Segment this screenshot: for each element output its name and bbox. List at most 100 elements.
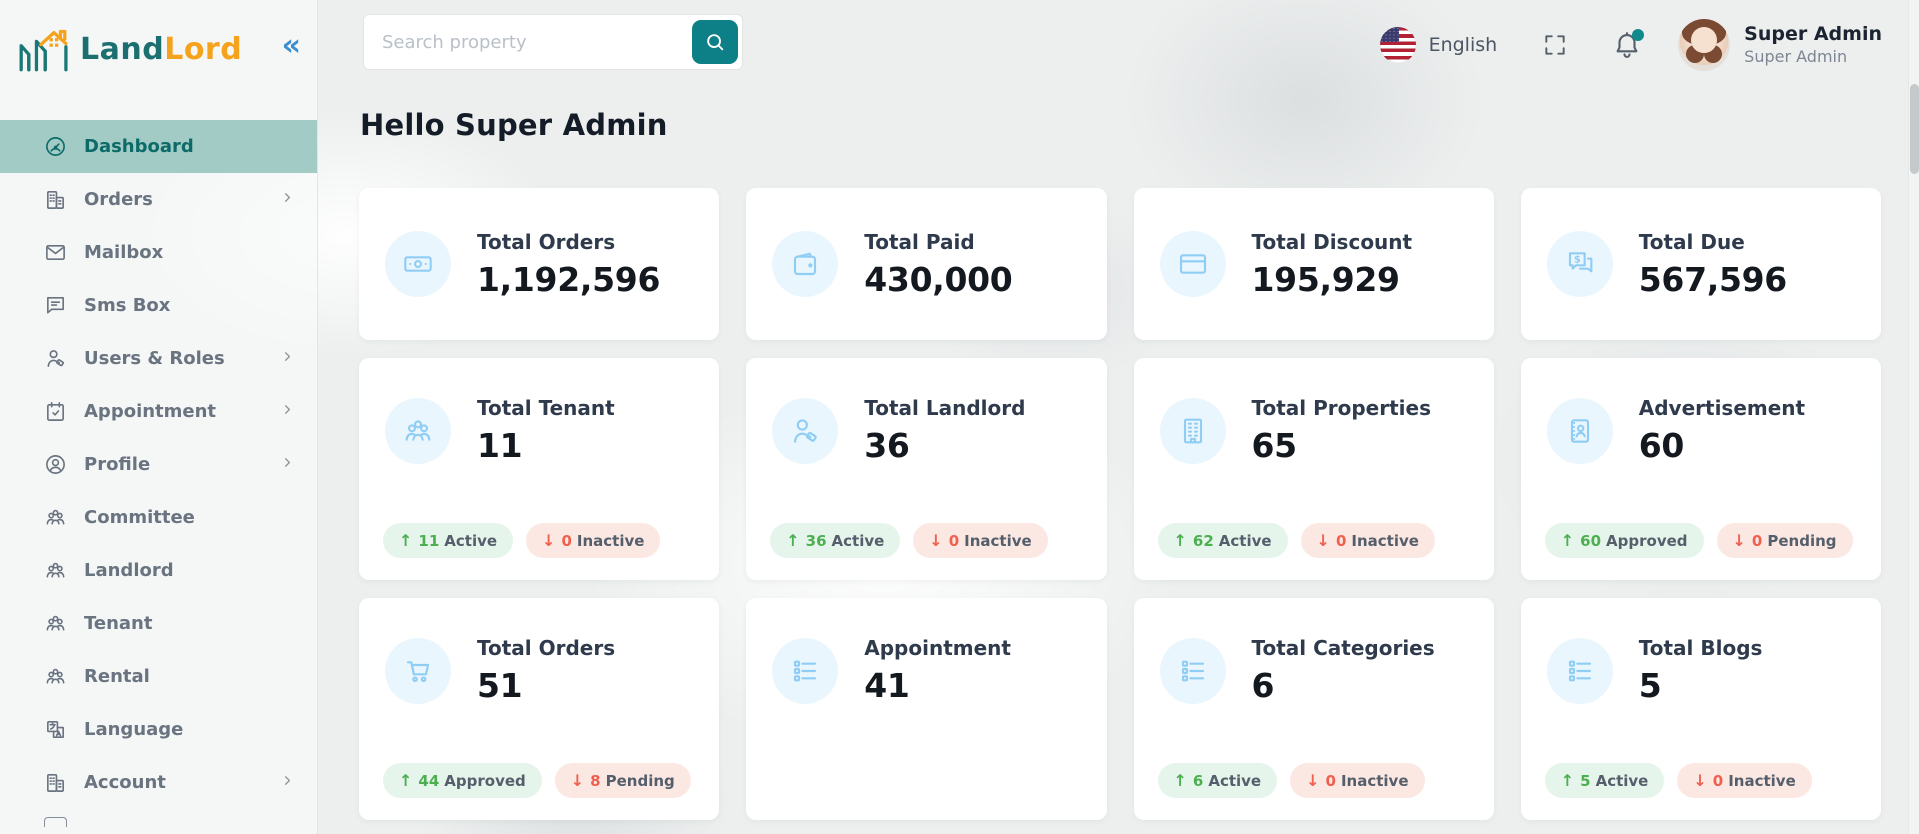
- chat-dollar-icon: $: [1546, 231, 1613, 297]
- chat-icon: [44, 294, 68, 318]
- sidebar-item-label: Profile: [84, 454, 151, 475]
- users-icon: [385, 397, 451, 464]
- card-value: 36: [864, 426, 910, 465]
- sidebar-item-label: Language: [84, 719, 184, 740]
- arrow-up-icon: ↑: [1173, 771, 1187, 790]
- partial-menu-icon: [44, 817, 67, 827]
- search-icon: [707, 34, 724, 51]
- stat-card-total-categories[interactable]: Total Categories 6 ↑ 6 Active ↓ 0 Inactive: [1133, 598, 1494, 820]
- stat-card-total-tenant[interactable]: Total Tenant 11 ↑ 11 Active ↓ 0 Inactive: [359, 358, 720, 580]
- sidebar-item-label: Appointment: [84, 401, 217, 422]
- pending-badge: ↓ 8 Pending: [554, 763, 691, 798]
- arrow-up-icon: ↑: [399, 531, 413, 550]
- user-info[interactable]: Super Admin Super Admin: [1744, 23, 1882, 67]
- sidebar-item-label: Orders: [84, 189, 153, 210]
- main-area: English Super Admin Super Admin Hello Su…: [318, 0, 1919, 834]
- sidebar-item-profile[interactable]: Profile: [0, 438, 317, 491]
- bell-icon: [1616, 32, 1638, 58]
- money-bill-icon: [385, 231, 451, 297]
- wallet-icon: [772, 231, 839, 297]
- scrollbar-thumb[interactable]: [1910, 84, 1919, 174]
- card-title: Total Due: [1638, 229, 1745, 254]
- building-icon: [1159, 397, 1226, 464]
- arrow-up-icon: ↑: [786, 531, 800, 550]
- arrow-down-icon: ↓: [1693, 771, 1707, 790]
- sidebar-item-orders[interactable]: Orders: [0, 173, 317, 226]
- language-selector[interactable]: English: [1428, 34, 1498, 56]
- users-icon: [44, 612, 68, 636]
- search-input[interactable]: [363, 14, 743, 70]
- active-badge: ↑ 62 Active: [1157, 523, 1288, 558]
- sidebar-item-language[interactable]: Language: [0, 703, 317, 756]
- card-title: Total Properties: [1251, 396, 1432, 420]
- stat-card-total-orders[interactable]: Total Orders 1,192,596: [359, 188, 720, 340]
- card-title: Total Landlord: [864, 396, 1026, 420]
- sidebar-item-landlord[interactable]: Landlord: [0, 544, 317, 597]
- sidebar-collapse-button[interactable]: «: [281, 28, 301, 63]
- stat-card-total-landlord[interactable]: Total Landlord 36 ↑ 36 Active ↓ 0 Inactive: [746, 358, 1107, 580]
- stat-card-total-paid[interactable]: Total Paid 430,000: [746, 188, 1107, 340]
- chevron-right-icon: [280, 772, 295, 793]
- card-title: Total Orders: [477, 229, 616, 254]
- card-value: 1,192,596: [477, 259, 661, 299]
- scrollbar[interactable]: [1908, 0, 1919, 834]
- id-badge-icon: [1546, 397, 1613, 464]
- sidebar-item-users-roles[interactable]: Users & Roles: [0, 332, 317, 385]
- users-icon: [44, 665, 68, 689]
- chevron-right-icon: [280, 348, 295, 369]
- notifications-button[interactable]: [1612, 29, 1645, 60]
- page-title: Hello Super Admin: [360, 108, 668, 142]
- inactive-badge: ↓ 0 Inactive: [526, 523, 661, 558]
- stat-card-orders-count[interactable]: Total Orders 51 ↑ 44 Approved ↓ 8 Pending: [359, 598, 720, 820]
- sidebar-menu: Dashboard Orders Mailbox Sms Box Users &…: [0, 120, 317, 827]
- logo: LandLord «: [0, 0, 317, 98]
- sidebar-item-appointment[interactable]: Appointment: [0, 385, 317, 438]
- list-icon: [772, 637, 839, 704]
- notification-dot: [1632, 29, 1645, 41]
- building-icon: [44, 188, 68, 212]
- chevron-right-icon: [280, 454, 295, 475]
- building-icon: [44, 771, 68, 795]
- calendar-check-icon: [44, 400, 68, 424]
- sidebar-item-mailbox[interactable]: Mailbox: [0, 226, 317, 279]
- stat-card-total-discount[interactable]: Total Discount 195,929: [1133, 188, 1494, 340]
- card-value: 6: [1251, 666, 1275, 705]
- gauge-icon: [44, 135, 68, 159]
- users-icon: [44, 506, 68, 530]
- pending-badge: ↓ 0 Pending: [1716, 523, 1853, 558]
- us-flag-icon[interactable]: [1379, 27, 1416, 63]
- card-value: 51: [477, 666, 523, 705]
- avatar[interactable]: [1678, 19, 1731, 71]
- sidebar-item-sms-box[interactable]: Sms Box: [0, 279, 317, 332]
- sidebar-item-account[interactable]: Account: [0, 756, 317, 809]
- inactive-badge: ↓ 0 Inactive: [1677, 763, 1812, 798]
- stat-card-total-due[interactable]: $ Total Due 567,596: [1520, 188, 1881, 340]
- fullscreen-icon[interactable]: [1542, 32, 1568, 58]
- credit-card-icon: [1159, 231, 1226, 297]
- arrow-down-icon: ↓: [1306, 771, 1320, 790]
- sidebar-item-tenant[interactable]: Tenant: [0, 597, 317, 650]
- stat-card-total-properties[interactable]: Total Properties 65 ↑ 62 Active ↓ 0 Inactive: [1133, 358, 1494, 580]
- stat-card-appointment[interactable]: Appointment 41: [746, 598, 1107, 820]
- card-value: 65: [1251, 426, 1298, 465]
- card-title: Advertisement: [1638, 396, 1806, 420]
- user-circle-icon: [44, 453, 68, 477]
- arrow-down-icon: ↓: [1732, 531, 1746, 550]
- inactive-badge: ↓ 0 Inactive: [913, 523, 1048, 558]
- stat-card-advertisement[interactable]: Advertisement 60 ↑ 60 Approved ↓ 0 Pending: [1520, 358, 1881, 580]
- stats-grid: Total Orders 1,192,596 Total Paid 430,000 …: [359, 188, 1881, 820]
- card-title: Total Blogs: [1638, 636, 1763, 660]
- active-badge: ↑ 36 Active: [770, 523, 901, 558]
- arrow-up-icon: ↑: [1560, 771, 1575, 790]
- sidebar-item-rental[interactable]: Rental: [0, 650, 317, 703]
- active-badge: ↑ 6 Active: [1157, 763, 1278, 798]
- sidebar-item-committee[interactable]: Committee: [0, 491, 317, 544]
- search-bar: [363, 14, 743, 70]
- sidebar-item-dashboard[interactable]: Dashboard: [0, 120, 317, 173]
- user-name: Super Admin: [1744, 23, 1882, 46]
- svg-text:$: $: [1574, 255, 1581, 266]
- stat-card-total-blogs[interactable]: Total Blogs 5 ↑ 5 Active ↓ 0 Inactive: [1520, 598, 1881, 820]
- search-button[interactable]: [692, 20, 738, 64]
- sidebar-item-label: Rental: [84, 666, 150, 687]
- sidebar-item-label: Dashboard: [84, 136, 194, 157]
